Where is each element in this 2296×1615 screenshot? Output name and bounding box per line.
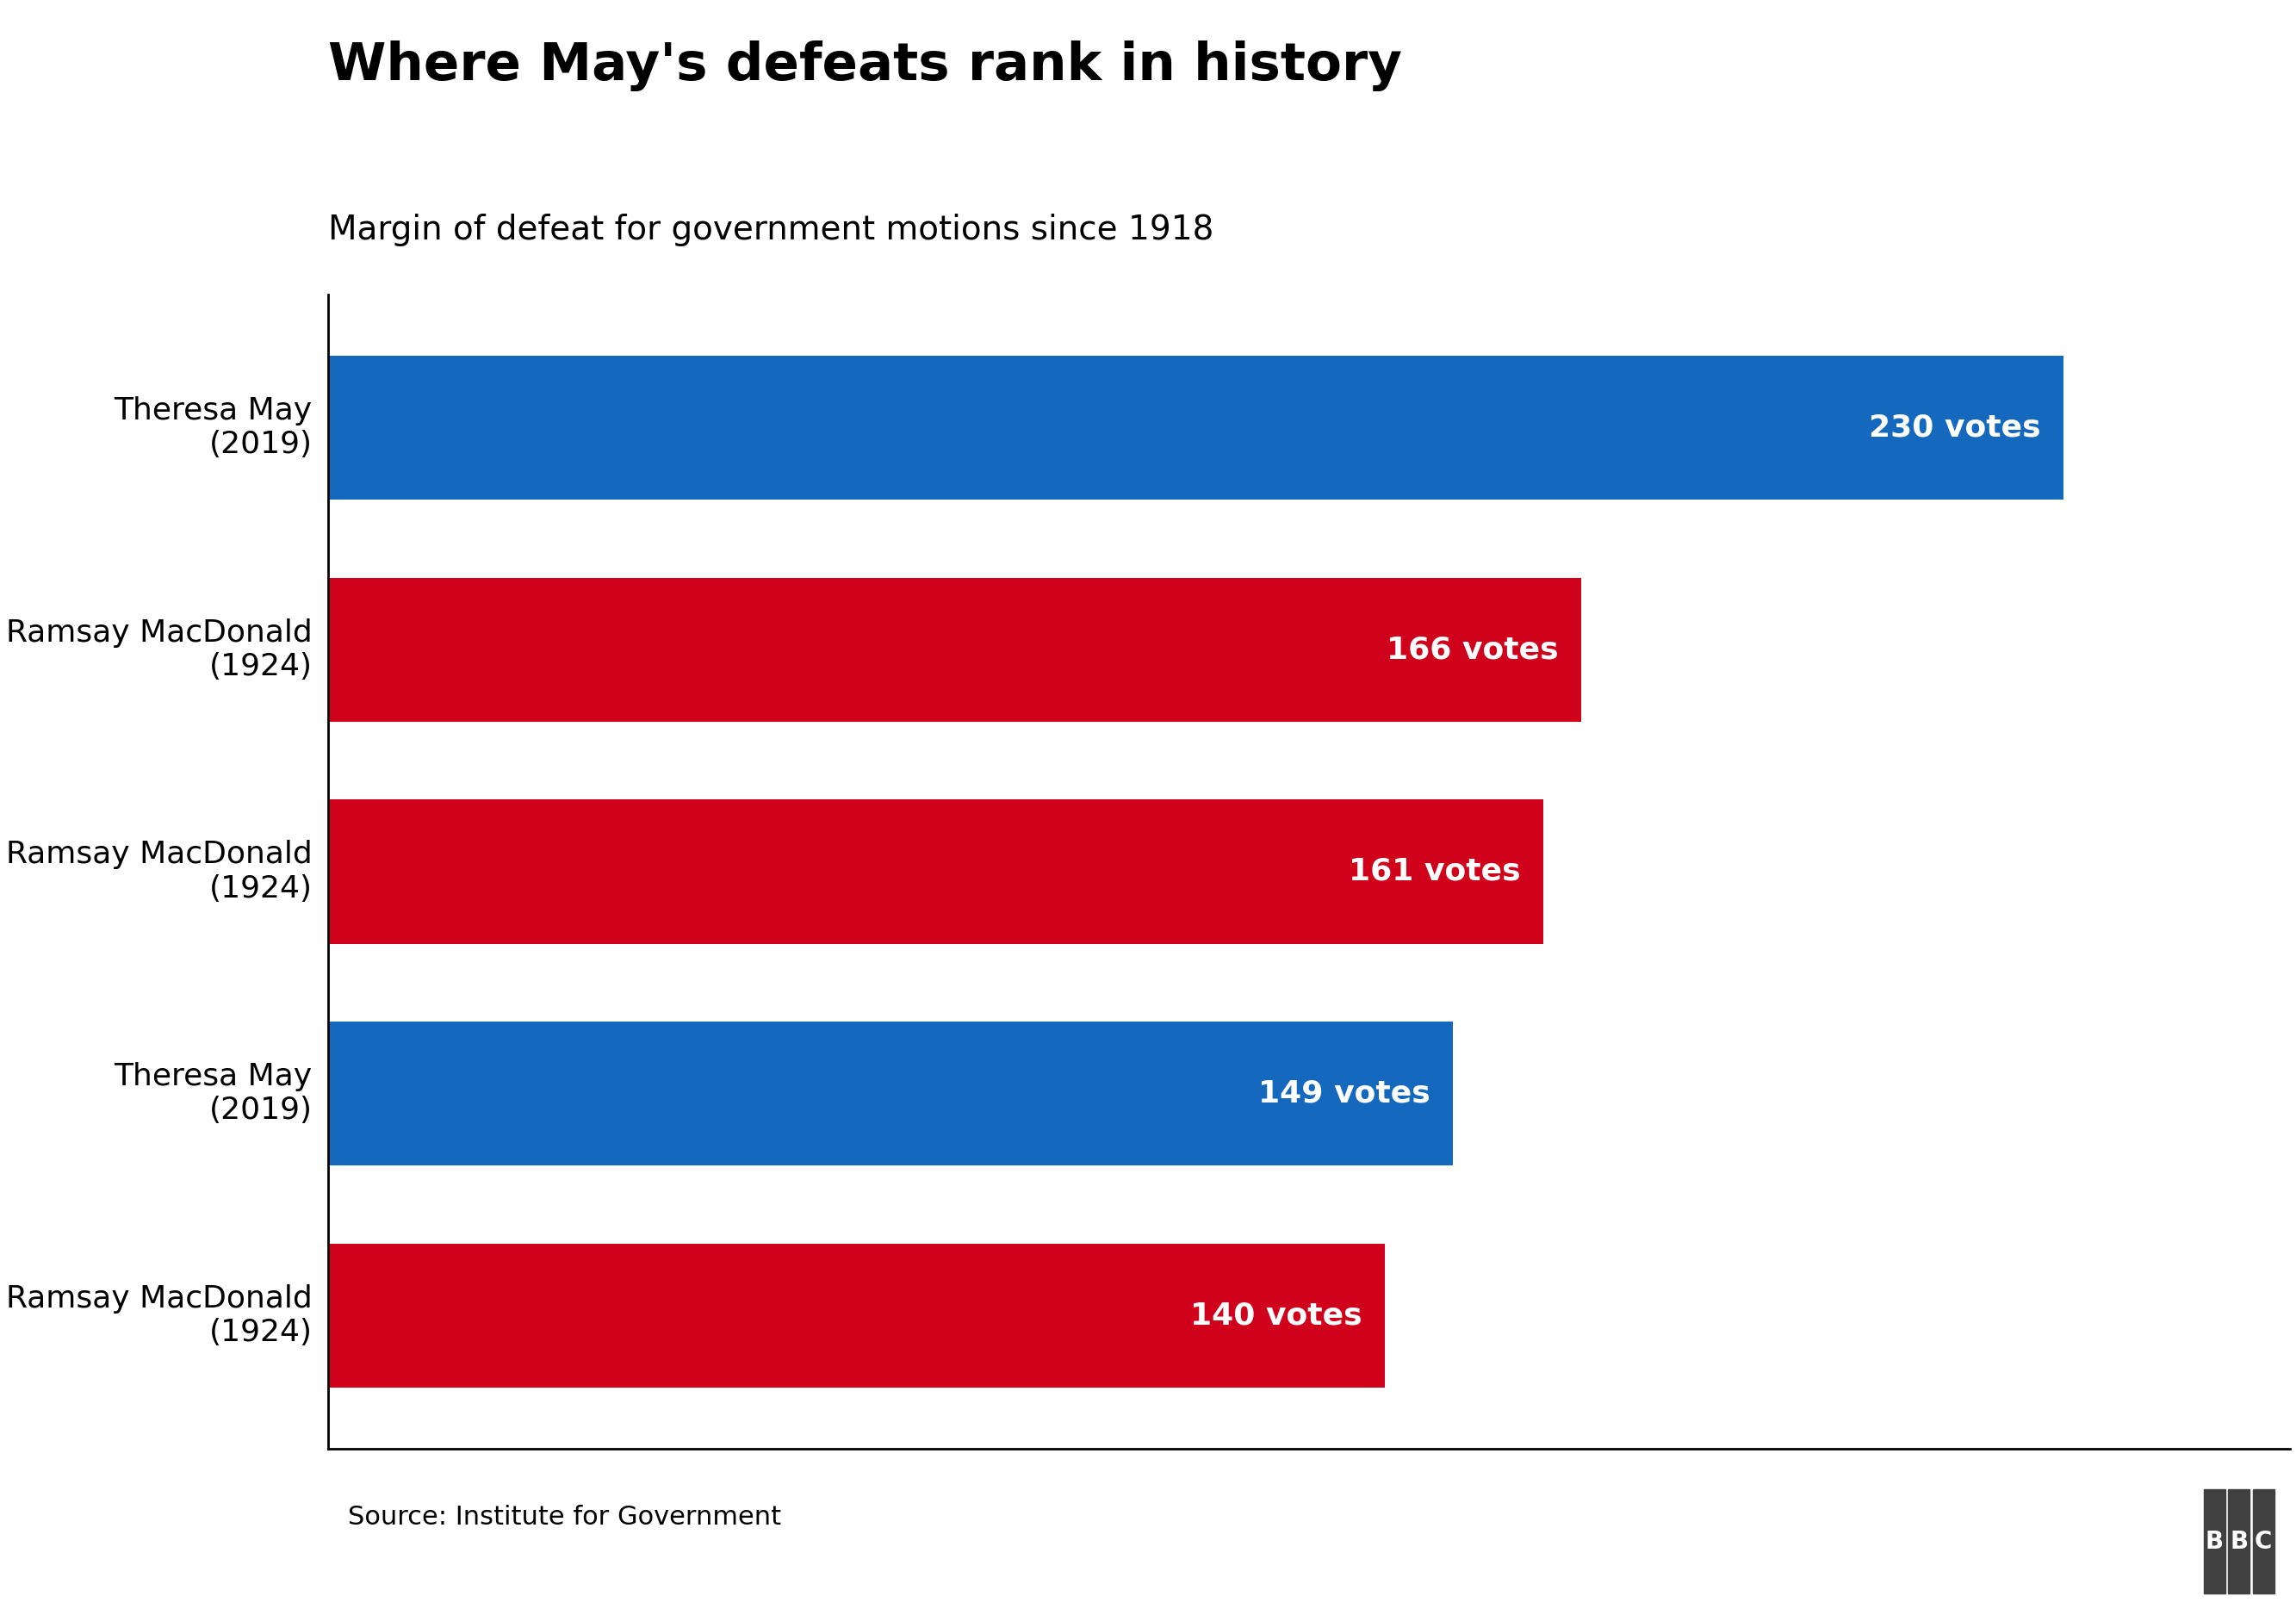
Bar: [328, 1021, 1453, 1166]
Text: 166 votes: 166 votes: [1387, 635, 1559, 664]
Text: Where May's defeats rank in history: Where May's defeats rank in history: [328, 40, 1403, 92]
Text: 140 votes: 140 votes: [1189, 1302, 1362, 1331]
Text: B: B: [2229, 1529, 2248, 1554]
Text: Source: Institute for Government: Source: Institute for Government: [349, 1505, 781, 1529]
Text: 230 votes: 230 votes: [1869, 413, 2041, 443]
Bar: [328, 1244, 1384, 1387]
Bar: [328, 799, 1543, 943]
Text: C: C: [2255, 1529, 2273, 1554]
Bar: [328, 578, 1582, 722]
Text: Margin of defeat for government motions since 1918: Margin of defeat for government motions …: [328, 213, 1215, 247]
Text: 161 votes: 161 votes: [1348, 858, 1520, 887]
FancyBboxPatch shape: [2252, 1489, 2275, 1594]
FancyBboxPatch shape: [2227, 1489, 2250, 1594]
Bar: [328, 355, 2064, 499]
Text: 149 votes: 149 votes: [1258, 1079, 1430, 1108]
FancyBboxPatch shape: [2204, 1489, 2225, 1594]
Text: B: B: [2206, 1529, 2223, 1554]
